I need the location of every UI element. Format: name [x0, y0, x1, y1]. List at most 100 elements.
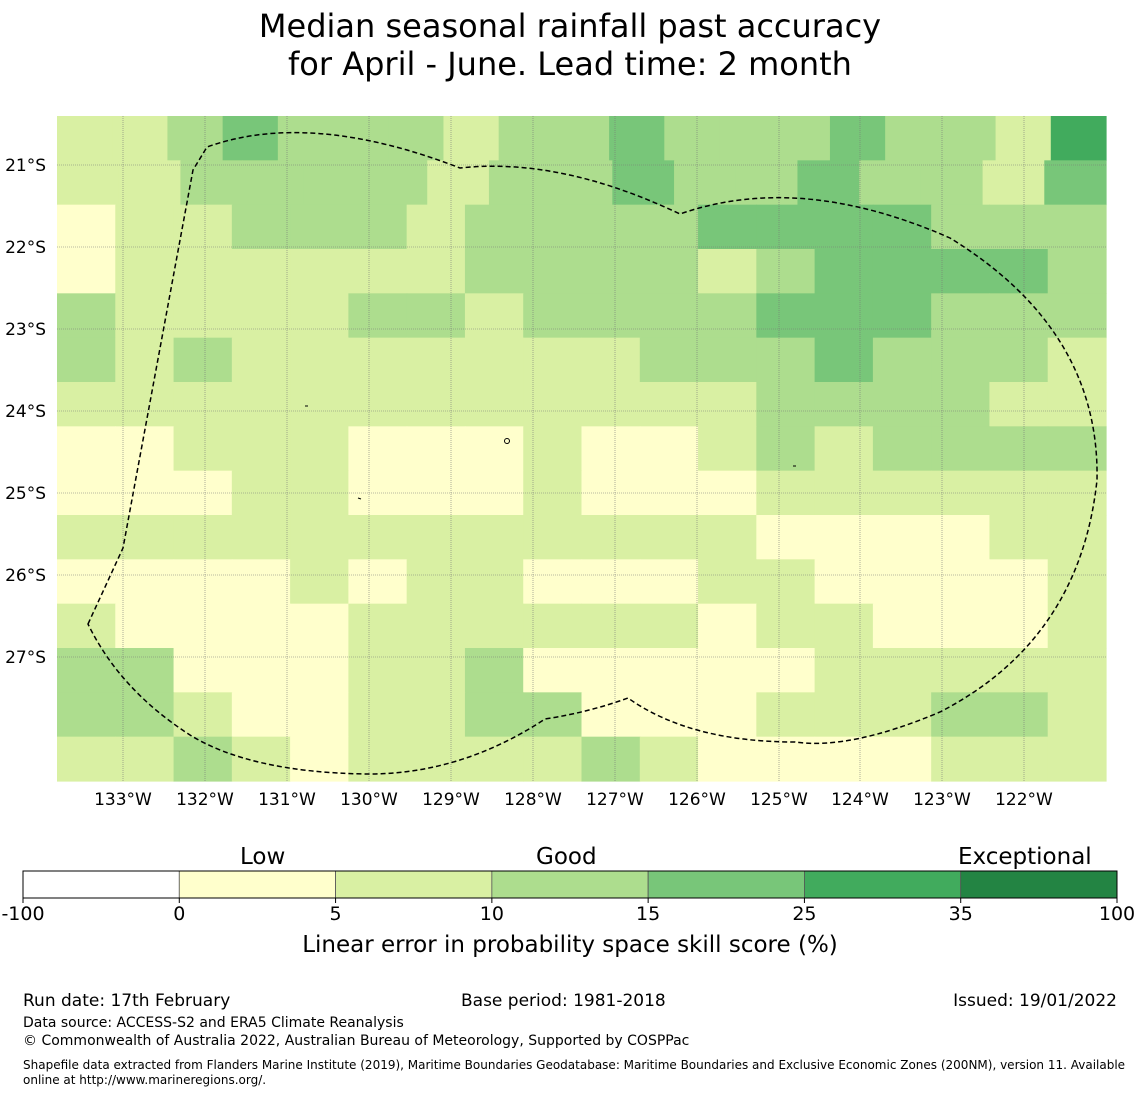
grid-cell: [640, 338, 699, 383]
grid-cell: [582, 737, 641, 782]
latitude-label: 24°S: [5, 402, 46, 422]
grid-cell: [407, 515, 466, 560]
grid-cell: [989, 692, 1048, 737]
grid-cell: [698, 382, 757, 427]
grid-cell: [1048, 692, 1107, 737]
grid-cell: [989, 338, 1048, 383]
grid-cell: [989, 737, 1048, 782]
grid-cell: [348, 604, 407, 649]
latitude-label: 26°S: [5, 566, 46, 586]
grid-cell: [278, 116, 334, 161]
grid-cell: [640, 648, 699, 693]
grid-cell: [57, 116, 113, 161]
grid-cell: [290, 515, 349, 560]
grid-cell: [698, 249, 757, 294]
longitude-label: 131°W: [258, 790, 316, 810]
grid-cell: [698, 515, 757, 560]
grid-cell: [582, 515, 641, 560]
grid-cell: [983, 160, 1045, 205]
grid-cell: [554, 116, 610, 161]
grid-cell: [756, 648, 815, 693]
grid-cell: [388, 116, 444, 161]
grid-cell: [304, 160, 366, 205]
grid-cell: [523, 382, 582, 427]
run-date: Run date: 17th February: [23, 991, 230, 1011]
grid-cell: [290, 249, 349, 294]
grid-cell: [290, 426, 349, 471]
grid-cell: [859, 160, 921, 205]
grid-cell: [698, 426, 757, 471]
grid-cell: [989, 559, 1048, 604]
grid-cell: [465, 515, 524, 560]
grid-cell: [232, 692, 291, 737]
grid-cell: [582, 692, 641, 737]
grid-cell: [407, 338, 466, 383]
grid-cell: [931, 737, 990, 782]
longitude-labels: 133°W 132°W 131°W 130°W 129°W 128°W 127°W 126°W…: [94, 790, 1053, 810]
grid-cell: [873, 205, 932, 250]
grid-cell: [931, 205, 990, 250]
grid-cell: [815, 426, 874, 471]
grid-cell: [756, 559, 815, 604]
grid-cell: [348, 205, 407, 250]
grid-cell: [465, 382, 524, 427]
grid-cell: [174, 249, 233, 294]
grid-cell: [465, 205, 524, 250]
grid-cell: [115, 648, 174, 693]
grid-cell: [815, 338, 874, 383]
grid-cell: [465, 293, 524, 338]
base-period: Base period: 1981-2018: [461, 991, 666, 1011]
grid-cell: [115, 382, 174, 427]
grid-cell: [465, 692, 524, 737]
grid-cell: [366, 160, 428, 205]
longitude-label: 129°W: [422, 790, 480, 810]
grid-cell: [57, 559, 116, 604]
colorbar-label-low: Low: [240, 844, 285, 870]
grid-cell: [57, 205, 116, 250]
grid-cell: [815, 293, 874, 338]
grid-cell: [523, 205, 582, 250]
grid-cell: [232, 515, 291, 560]
grid-cell: [465, 559, 524, 604]
grid-cell: [523, 737, 582, 782]
colorbar-label-exceptional: Exceptional: [958, 844, 1092, 870]
longitude-label: 125°W: [750, 790, 808, 810]
grid-cell: [290, 648, 349, 693]
grid-cell: [174, 604, 233, 649]
grid-cell: [465, 737, 524, 782]
grid-cell: [57, 160, 119, 205]
grid-cell: [989, 205, 1048, 250]
grid-cell: [582, 604, 641, 649]
grid-cell: [989, 515, 1048, 560]
grid-cell: [873, 648, 932, 693]
grid-cell: [57, 426, 116, 471]
latitude-label: 21°S: [5, 156, 46, 176]
latitude-labels: 21°S 22°S 23°S 24°S 25°S 26°S 27°S: [5, 156, 46, 668]
grid-cell: [989, 604, 1048, 649]
grid-cell: [1051, 116, 1107, 161]
colorbar-segment: [961, 871, 1117, 898]
grid-cell: [815, 382, 874, 427]
grid-cell: [640, 692, 699, 737]
grid-cell: [815, 515, 874, 560]
latitude-label: 23°S: [5, 320, 46, 340]
colorbar-tick-label: 5: [330, 903, 342, 925]
colorbar-label-good: Good: [536, 844, 597, 870]
grid-cell: [348, 382, 407, 427]
grid-cell: [640, 515, 699, 560]
grid-cell: [290, 338, 349, 383]
colorbar-segment: [336, 871, 492, 898]
grid-cell: [797, 160, 859, 205]
grid-cell: [348, 559, 407, 604]
grid-cell: [582, 559, 641, 604]
grid-cell: [582, 249, 641, 294]
grid-cell: [407, 737, 466, 782]
latitude-label: 27°S: [5, 648, 46, 668]
longitude-label: 127°W: [586, 790, 644, 810]
grid-cell: [551, 160, 613, 205]
grid-cell: [174, 559, 233, 604]
grid-cell: [873, 559, 932, 604]
grid-cell: [756, 205, 815, 250]
grid-cell: [989, 249, 1048, 294]
grid-cell: [1048, 604, 1107, 649]
